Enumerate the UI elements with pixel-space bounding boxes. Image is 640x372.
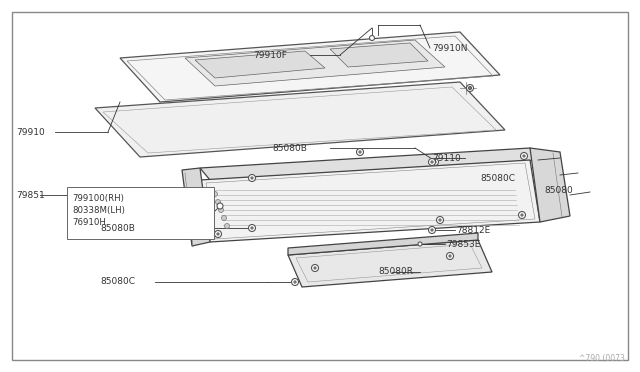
Circle shape bbox=[429, 227, 435, 234]
Circle shape bbox=[429, 158, 435, 166]
Circle shape bbox=[468, 87, 472, 90]
Text: ^790 (0073: ^790 (0073 bbox=[579, 354, 625, 363]
Polygon shape bbox=[200, 148, 540, 180]
Circle shape bbox=[418, 242, 422, 246]
Circle shape bbox=[520, 153, 527, 160]
Circle shape bbox=[518, 212, 525, 218]
Circle shape bbox=[467, 84, 474, 92]
Polygon shape bbox=[288, 233, 478, 255]
Circle shape bbox=[434, 161, 436, 163]
Polygon shape bbox=[195, 51, 325, 78]
Circle shape bbox=[521, 214, 524, 216]
Text: 79851: 79851 bbox=[16, 190, 45, 199]
Text: 85080R: 85080R bbox=[378, 267, 413, 276]
Polygon shape bbox=[530, 148, 570, 222]
Circle shape bbox=[221, 215, 227, 221]
Circle shape bbox=[523, 155, 525, 157]
Circle shape bbox=[314, 267, 316, 269]
Polygon shape bbox=[120, 32, 500, 102]
Circle shape bbox=[217, 203, 223, 209]
Circle shape bbox=[359, 151, 361, 153]
Circle shape bbox=[431, 161, 433, 163]
Circle shape bbox=[431, 229, 433, 231]
Text: 79910N: 79910N bbox=[432, 44, 467, 52]
Text: 80338M(LH): 80338M(LH) bbox=[72, 205, 125, 215]
Polygon shape bbox=[185, 40, 445, 86]
Circle shape bbox=[431, 158, 438, 166]
Text: 79910: 79910 bbox=[16, 128, 45, 137]
Text: 85080C: 85080C bbox=[480, 173, 515, 183]
Polygon shape bbox=[95, 82, 505, 157]
Text: 79110: 79110 bbox=[432, 154, 461, 163]
Circle shape bbox=[449, 255, 451, 257]
Circle shape bbox=[294, 281, 296, 283]
Polygon shape bbox=[182, 168, 210, 246]
Circle shape bbox=[216, 199, 221, 205]
Circle shape bbox=[217, 233, 219, 235]
Circle shape bbox=[218, 208, 223, 212]
Circle shape bbox=[439, 219, 441, 221]
Circle shape bbox=[312, 264, 319, 272]
Circle shape bbox=[248, 174, 255, 182]
Polygon shape bbox=[288, 240, 492, 287]
Circle shape bbox=[248, 224, 255, 231]
Circle shape bbox=[251, 177, 253, 179]
Text: 79853E: 79853E bbox=[446, 240, 481, 248]
Text: 76910H: 76910H bbox=[72, 218, 106, 227]
Text: 78812E: 78812E bbox=[456, 225, 490, 234]
Text: 79910F: 79910F bbox=[253, 51, 287, 60]
Circle shape bbox=[369, 35, 374, 41]
Circle shape bbox=[356, 148, 364, 155]
Circle shape bbox=[436, 217, 444, 224]
Text: 85080C: 85080C bbox=[100, 278, 135, 286]
Text: 85080: 85080 bbox=[544, 186, 573, 195]
Circle shape bbox=[214, 231, 221, 237]
FancyBboxPatch shape bbox=[67, 187, 214, 239]
Circle shape bbox=[212, 192, 218, 196]
Text: 85080B: 85080B bbox=[100, 224, 135, 232]
Circle shape bbox=[447, 253, 454, 260]
Text: 85080B: 85080B bbox=[272, 144, 307, 153]
Polygon shape bbox=[330, 43, 428, 67]
Polygon shape bbox=[200, 160, 540, 242]
Text: 799100(RH): 799100(RH) bbox=[72, 193, 124, 202]
Circle shape bbox=[225, 224, 230, 228]
Circle shape bbox=[291, 279, 298, 285]
Circle shape bbox=[251, 227, 253, 229]
